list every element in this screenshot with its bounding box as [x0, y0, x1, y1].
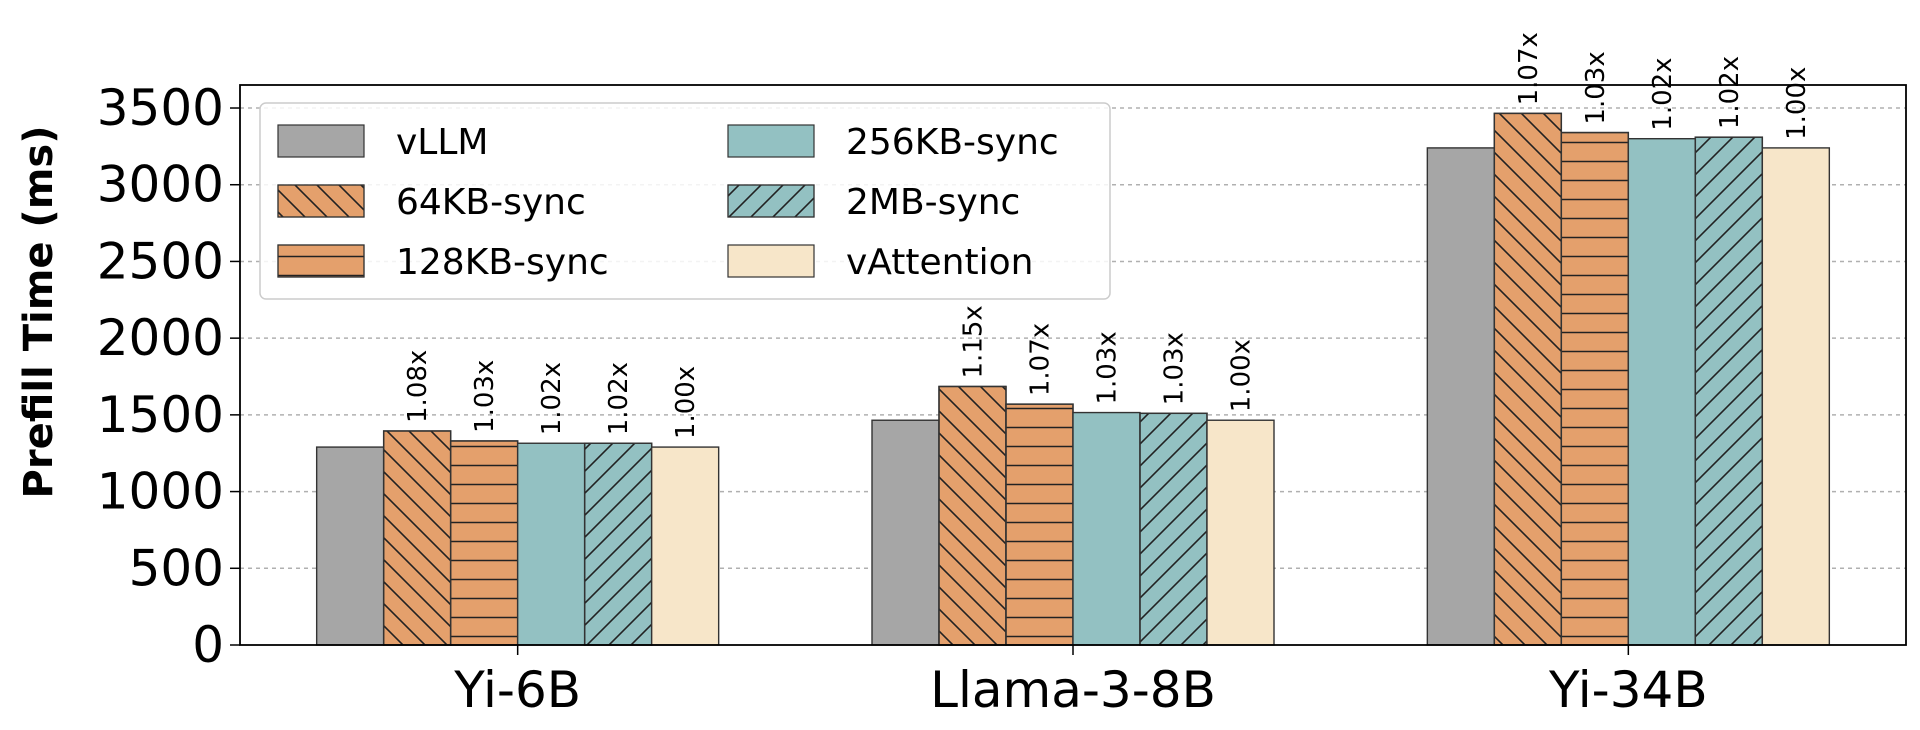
data-label: 1.00x — [671, 366, 701, 439]
legend: vLLM 64KB-sync 128KB-sync 256KB-sync 2MB-syn… — [259, 102, 1111, 300]
y-tick-label: 1500 — [97, 386, 224, 444]
data-label: 1.15x — [959, 305, 989, 378]
data-label: 1.03x — [1160, 332, 1190, 405]
x-tick-label: Yi-34B — [1548, 661, 1708, 719]
legend-label: vAttention — [846, 242, 1033, 283]
legend-swatch-hatch — [277, 244, 365, 278]
data-label: 1.07x — [1026, 323, 1056, 396]
bar-hatch — [449, 440, 519, 646]
bar-hatch — [583, 442, 653, 646]
y-tick-label: 3500 — [97, 79, 224, 137]
data-labels: 1.08x 1.03x 1.02x 1.02x 1.00x 1.15x 1.07x 1.03x… — [403, 32, 1812, 439]
legend-label: 256KB-sync — [846, 122, 1059, 163]
data-label: 1.02x — [1715, 56, 1745, 129]
bar-vattention-yi-6b — [650, 446, 720, 646]
bar-hatch — [1005, 403, 1074, 646]
bar-256kb-sync-yi-34b — [1627, 137, 1697, 646]
legend-swatch — [727, 124, 815, 158]
bar-hatch — [938, 385, 1007, 646]
legend-label: 2MB-sync — [846, 182, 1020, 223]
bar-hatch — [1493, 112, 1563, 646]
data-label: 1.02x — [604, 362, 634, 435]
x-tick-label: Llama-3-8B — [930, 661, 1216, 719]
data-label: 1.03x — [470, 360, 500, 433]
bars — [315, 112, 1831, 646]
bar-hatch — [1560, 131, 1630, 646]
data-label: 1.03x — [1581, 51, 1611, 124]
data-label: 1.00x — [1782, 67, 1812, 140]
legend-label: 64KB-sync — [396, 182, 586, 223]
plot-frame — [239, 84, 1907, 646]
bar-vattention-yi-34b — [1761, 147, 1831, 646]
legend-swatch-hatch — [727, 184, 815, 218]
bar-hatch — [1139, 412, 1208, 646]
y-tick-label: 0 — [192, 616, 224, 674]
data-label: 1.03x — [1093, 331, 1123, 404]
legend-label: 128KB-sync — [396, 242, 609, 283]
y-tick-label: 2000 — [97, 309, 224, 367]
data-label: 1.00x — [1227, 339, 1257, 412]
bar-vllm-yi-34b — [1426, 147, 1496, 646]
axes: 0 500 1000 1500 2000 2500 3000 3500 Yi-6B Llama-3… — [97, 79, 1907, 719]
bar-hatch — [1694, 136, 1764, 646]
bar-hatch — [382, 430, 452, 646]
y-tick-label: 500 — [129, 539, 224, 597]
legend-swatch — [277, 124, 365, 158]
legend-swatch-hatch — [277, 184, 365, 218]
bar-vattention-llama-3-8b — [1206, 419, 1275, 646]
y-tick-label: 3000 — [97, 156, 224, 214]
bar-vllm-yi-6b — [315, 446, 385, 646]
data-label: 1.07x — [1514, 32, 1544, 105]
legend-box — [259, 102, 1111, 300]
legend-swatch — [727, 244, 815, 278]
data-label: 1.02x — [1648, 57, 1678, 130]
bar-vllm-llama-3-8b — [871, 419, 940, 646]
bar-256kb-sync-yi-6b — [516, 442, 586, 646]
y-tick-label: 2500 — [97, 232, 224, 290]
bar-256kb-sync-llama-3-8b — [1072, 411, 1141, 646]
legend-label: vLLM — [396, 122, 488, 163]
data-label: 1.02x — [537, 362, 567, 435]
x-tick-label: Yi-6B — [453, 661, 581, 719]
data-label: 1.08x — [403, 350, 433, 423]
y-axis-title: Prefill Time (ms) — [16, 126, 62, 499]
y-tick-label: 1000 — [97, 463, 224, 521]
